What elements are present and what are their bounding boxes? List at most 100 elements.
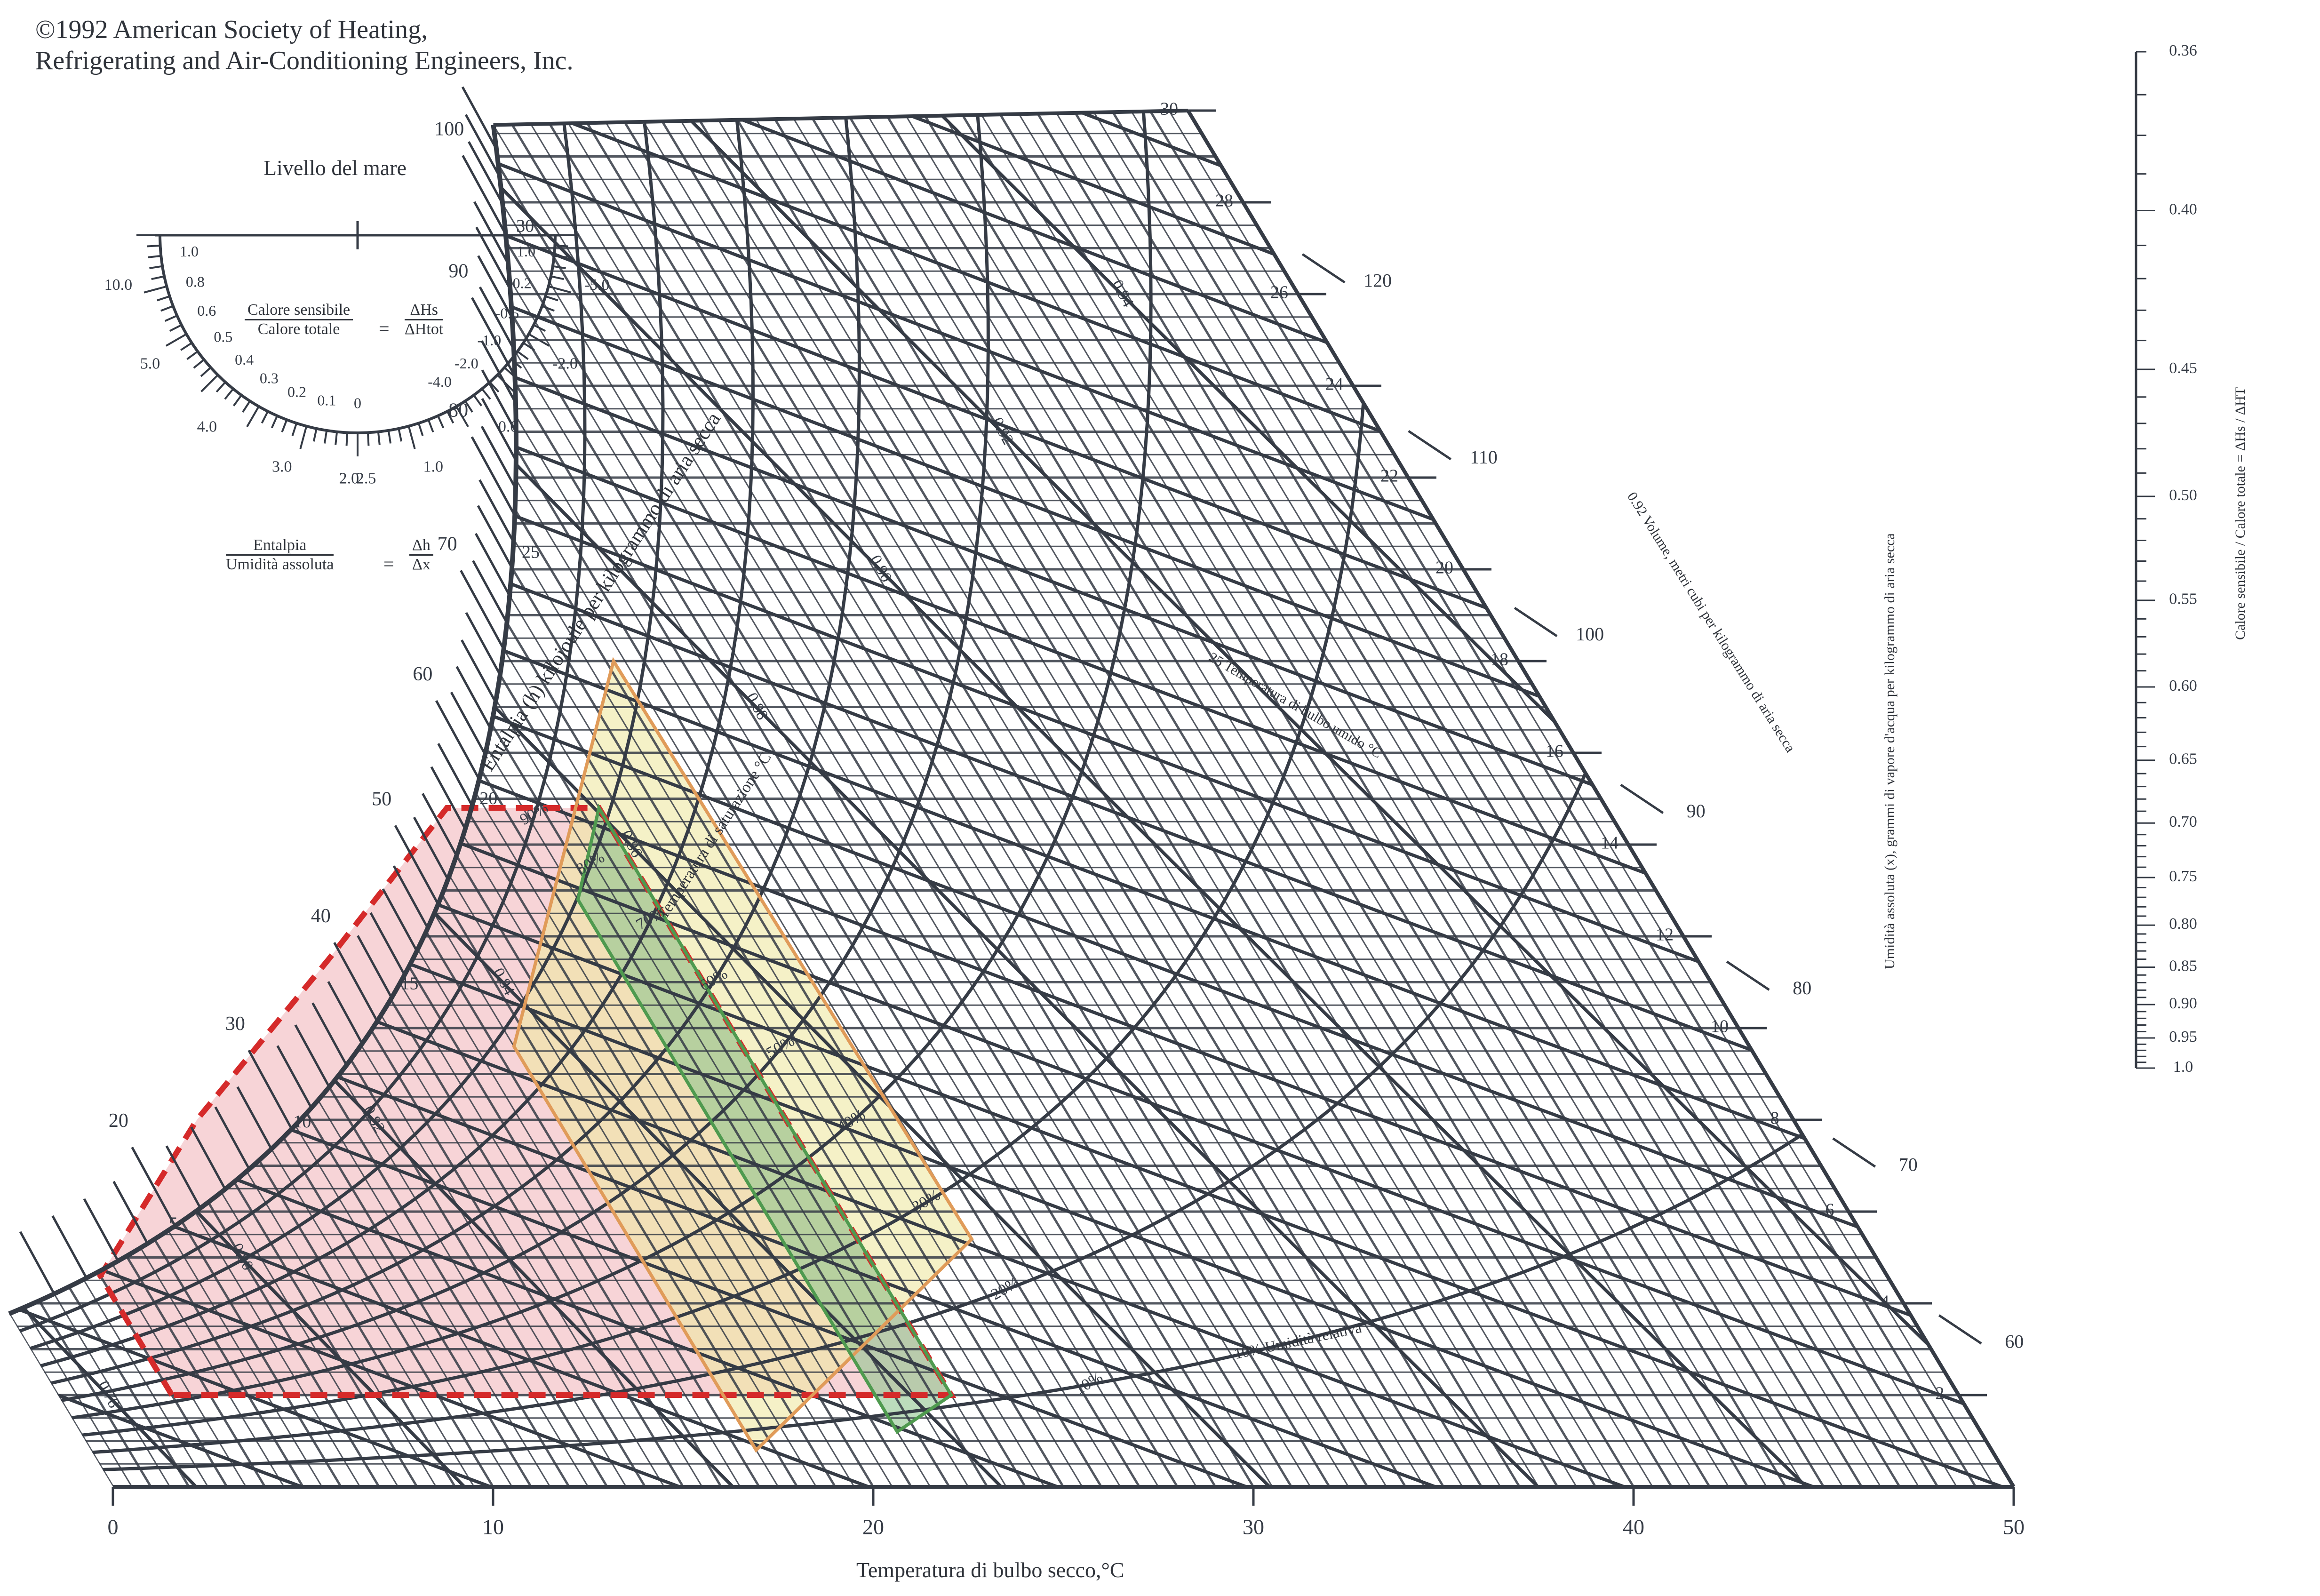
- enthalpy-diagonal-label: 90: [448, 261, 468, 282]
- shr-fraction: Calore sensibile Calore totale: [245, 301, 353, 338]
- enthalpy-scale-tick: [435, 700, 480, 780]
- protractor-tick: [437, 415, 445, 429]
- y-axis: [1186, 109, 2016, 1488]
- y-tick-label: 24: [1325, 375, 1343, 394]
- enthalpy-right-tick: [1938, 1314, 1982, 1345]
- y-tick-label: 2: [1936, 1384, 1945, 1404]
- enthalpy-delta-den: Δx: [412, 556, 431, 573]
- enthalpy-numerator: Entalpia: [226, 536, 334, 556]
- protractor-tick: [215, 381, 226, 393]
- enthalpy-delta-num: Δh: [409, 536, 433, 556]
- enthalpy-scale-tick: [190, 1126, 226, 1190]
- protractor-inner-left-label: 0.1: [317, 391, 336, 408]
- enthalpy-line: [9, 453, 2004, 1420]
- chart-curves: [9, 111, 2014, 1487]
- protractor-outer-left-label: 2.5: [356, 470, 376, 487]
- protractor-tick: [312, 428, 318, 442]
- protractor-tick: [545, 295, 558, 302]
- enthalpy-diagonal-label: 100: [434, 118, 464, 140]
- enthalpy-line: [9, 111, 1693, 892]
- y-tick-label: 12: [1656, 925, 1674, 945]
- enthalpy-line: [9, 178, 1880, 1167]
- rh-curve: [40, 119, 755, 1368]
- protractor-outer-right-label: -2.0: [552, 355, 578, 372]
- protractor-tick: [537, 315, 551, 322]
- enthalpy-right-tick: [1514, 606, 1558, 638]
- shr-equals: =: [379, 318, 390, 339]
- protractor-tick: [164, 315, 178, 322]
- protractor-tick: [165, 333, 187, 347]
- protractor-tick: [446, 411, 454, 424]
- enthalpy-line: [359, 111, 1506, 548]
- protractor-outer-left-label: 10.0: [104, 276, 133, 294]
- enthalpy-diagonal-label: 40: [311, 905, 331, 927]
- rh-curve-label: 20%: [988, 1274, 1022, 1303]
- shr-delta-fraction: ΔHs ΔHtot: [405, 301, 444, 338]
- rh-curve: [102, 1133, 1803, 1471]
- protractor-tick: [160, 305, 174, 312]
- protractor-inner-left-label: 0.6: [197, 302, 216, 319]
- protractor-inner-left-label: 0.3: [260, 369, 279, 386]
- enthalpy-equals: =: [383, 553, 394, 575]
- enthalpy-scale-tick: [19, 1231, 56, 1295]
- protractor-tick: [548, 285, 572, 294]
- y-tick-label: 26: [1270, 283, 1288, 303]
- enthalpy-line: [9, 1279, 492, 1487]
- y-tick-label: 16: [1546, 742, 1563, 761]
- protractor-tick: [377, 431, 381, 445]
- protractor-inner-right-label: -4.0: [428, 373, 452, 390]
- enthalpy-scale-tick: [369, 912, 406, 976]
- protractor-tick: [481, 388, 491, 400]
- saturation-tick-label: 15: [400, 974, 418, 994]
- enthalpy-scale-tick: [422, 793, 458, 856]
- protractor-tick: [144, 285, 167, 294]
- y-tick-label: 28: [1215, 191, 1233, 211]
- enthalpy-line: [9, 545, 2003, 1487]
- shr-scale-label: 0.60: [2169, 677, 2197, 694]
- enthalpy-scale-tick: [472, 560, 508, 623]
- y-tick-label: 14: [1601, 833, 1618, 853]
- protractor-inner-right-label: -1.0: [477, 332, 501, 349]
- enthalpy-scale-tick: [461, 86, 498, 150]
- enthalpy-right-tick: [1408, 430, 1452, 461]
- rh-curve-label: 10%: [1072, 1368, 1106, 1398]
- protractor-tick: [200, 374, 219, 392]
- protractor-tick: [186, 351, 199, 360]
- protractor-inner-left-label: 0.8: [186, 273, 205, 290]
- enthalpy-fraction: Entalpia Umidità assoluta: [226, 536, 334, 574]
- rh-curve: [92, 772, 1587, 1454]
- rh-curve: [29, 123, 665, 1350]
- protractor-tick: [398, 428, 403, 442]
- rh-curve: [19, 114, 587, 1333]
- shr-scale-label: 0.36: [2169, 42, 2197, 59]
- shr-scale-label: 0.70: [2169, 813, 2197, 830]
- volume-line: [679, 111, 2014, 1487]
- enthalpy-scale-tick: [474, 533, 511, 597]
- zone-borders: [97, 657, 974, 1453]
- enthalpy-denominator: Umidità assoluta: [226, 556, 334, 573]
- enthalpy-scale-tick: [475, 226, 511, 290]
- protractor-tick: [427, 419, 434, 432]
- y-tick-label: 22: [1380, 466, 1398, 486]
- enthalpy-scale-tick: [236, 1086, 272, 1150]
- enthalpy-scale-tick: [247, 1050, 293, 1130]
- shr-axis-label: Calore sensibile / Calore totale = ΔHs /…: [2232, 387, 2248, 640]
- protractor-tick: [554, 255, 567, 258]
- protractor-tick: [169, 324, 182, 332]
- saturation-tick-label: 25: [522, 542, 540, 562]
- shr-scale-label: 0.65: [2169, 750, 2197, 768]
- protractor-tick: [200, 367, 212, 377]
- enthalpy-scale-tick: [131, 1147, 176, 1227]
- enthalpy-right-label: 70: [1899, 1154, 1918, 1175]
- enthalpy-scale-tick: [430, 766, 467, 830]
- protractor-inner-right-label: -0.2: [508, 275, 532, 292]
- protractor-inner-left-label: 0.5: [214, 328, 232, 345]
- top-edge: [493, 109, 1188, 127]
- enthalpy-scale-tick: [481, 369, 518, 433]
- enthalpy-diagonal-label: 50: [372, 788, 391, 810]
- protractor-tick: [193, 359, 205, 369]
- enthalpy-scale-tick: [165, 1145, 202, 1209]
- enthalpy-scale-tick: [437, 743, 473, 806]
- protractor-tick: [291, 423, 298, 436]
- enthalpy-scale-tick: [450, 692, 486, 755]
